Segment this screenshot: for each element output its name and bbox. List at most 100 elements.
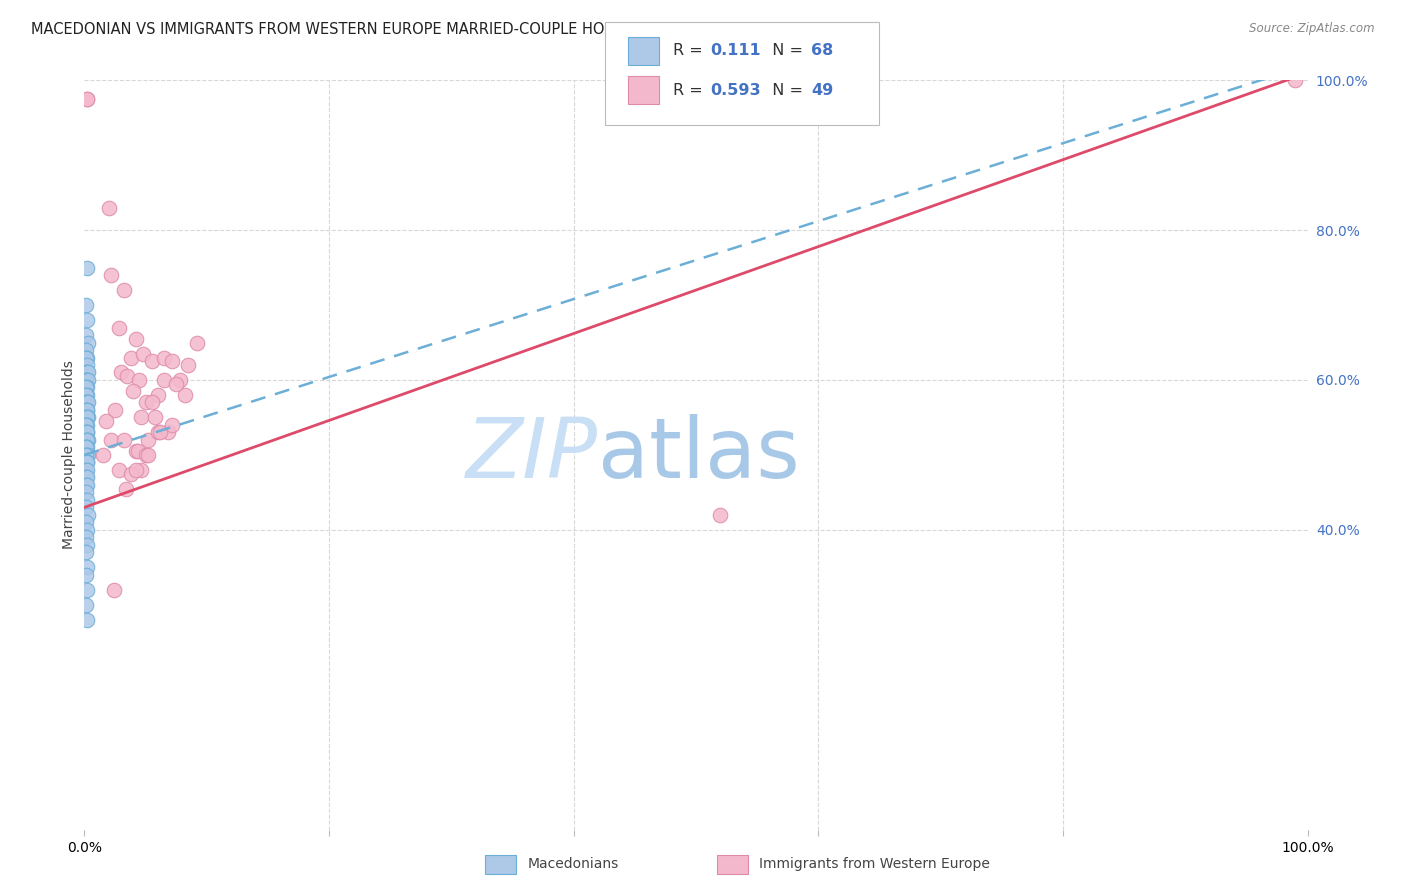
Point <box>162 354 184 368</box>
Point <box>173 388 195 402</box>
Point <box>76 455 98 469</box>
Point <box>177 358 200 372</box>
Point <box>75 366 97 380</box>
Point <box>76 403 98 417</box>
Point <box>76 92 98 106</box>
Point <box>75 417 97 432</box>
Point <box>75 403 97 417</box>
Point <box>75 530 97 544</box>
Point <box>141 354 163 368</box>
Point <box>76 470 98 484</box>
Point <box>76 351 98 365</box>
Point <box>75 448 97 462</box>
Point <box>76 417 98 432</box>
Point <box>75 373 97 387</box>
Point <box>76 358 98 372</box>
Point <box>75 410 97 425</box>
Point <box>75 441 97 455</box>
Point <box>112 433 135 447</box>
Text: 68: 68 <box>811 44 834 58</box>
Point <box>77 433 100 447</box>
Point <box>75 455 97 469</box>
Point <box>97 201 120 215</box>
Point <box>76 448 98 462</box>
Point <box>129 463 152 477</box>
Point <box>136 448 159 462</box>
Point <box>76 403 98 417</box>
Point <box>76 373 98 387</box>
Y-axis label: Married-couple Households: Married-couple Households <box>62 360 76 549</box>
Point <box>77 508 100 522</box>
Point <box>76 92 98 106</box>
Point <box>136 433 159 447</box>
Text: 49: 49 <box>811 83 834 97</box>
Point <box>76 613 98 627</box>
Point <box>169 373 191 387</box>
Point <box>75 425 97 440</box>
Text: 0.593: 0.593 <box>710 83 761 97</box>
Point <box>75 567 97 582</box>
Point <box>129 410 152 425</box>
Point <box>75 448 97 462</box>
Point <box>132 347 155 361</box>
Point <box>76 313 98 327</box>
Point <box>127 444 149 458</box>
Point <box>141 395 163 409</box>
Point <box>91 448 114 462</box>
Point <box>75 417 97 432</box>
Point <box>76 560 98 574</box>
Point <box>75 463 97 477</box>
Point <box>135 448 157 462</box>
Point <box>75 545 97 559</box>
Point <box>76 441 98 455</box>
Point <box>143 410 166 425</box>
Point <box>156 425 179 440</box>
Point <box>76 410 98 425</box>
Point <box>153 373 176 387</box>
Point <box>103 582 125 597</box>
Point <box>75 485 97 500</box>
Point <box>76 538 98 552</box>
Point <box>104 403 127 417</box>
Point <box>115 369 138 384</box>
Text: atlas: atlas <box>598 415 800 495</box>
Point <box>120 351 142 365</box>
Point <box>75 470 97 484</box>
Point <box>125 332 148 346</box>
Point <box>76 463 98 477</box>
Point <box>128 373 150 387</box>
Point <box>75 500 97 515</box>
Point <box>76 395 98 409</box>
Point <box>75 388 97 402</box>
Point <box>75 380 97 394</box>
Point <box>146 425 169 440</box>
Point <box>76 260 98 275</box>
Point <box>77 395 100 409</box>
Point <box>165 376 187 391</box>
Point <box>75 351 97 365</box>
Point <box>1284 73 1306 87</box>
Point <box>186 335 208 350</box>
Point <box>125 463 148 477</box>
Point <box>76 582 98 597</box>
Point <box>110 366 132 380</box>
Text: N =: N = <box>762 83 808 97</box>
Point <box>75 441 97 455</box>
Point <box>75 478 97 492</box>
Point <box>709 508 731 522</box>
Point <box>75 298 97 312</box>
Point <box>76 425 98 440</box>
Text: Macedonians: Macedonians <box>527 857 619 871</box>
Point <box>77 373 100 387</box>
Point <box>77 410 100 425</box>
Point <box>77 448 100 462</box>
Point <box>96 414 118 428</box>
Point <box>76 433 98 447</box>
Text: Source: ZipAtlas.com: Source: ZipAtlas.com <box>1250 22 1375 36</box>
Point <box>77 335 100 350</box>
Point <box>135 395 157 409</box>
Point <box>162 417 184 432</box>
Text: MACEDONIAN VS IMMIGRANTS FROM WESTERN EUROPE MARRIED-COUPLE HOUSEHOLDS CORRELATI: MACEDONIAN VS IMMIGRANTS FROM WESTERN EU… <box>31 22 848 37</box>
Point <box>75 343 97 357</box>
Point <box>115 482 138 496</box>
